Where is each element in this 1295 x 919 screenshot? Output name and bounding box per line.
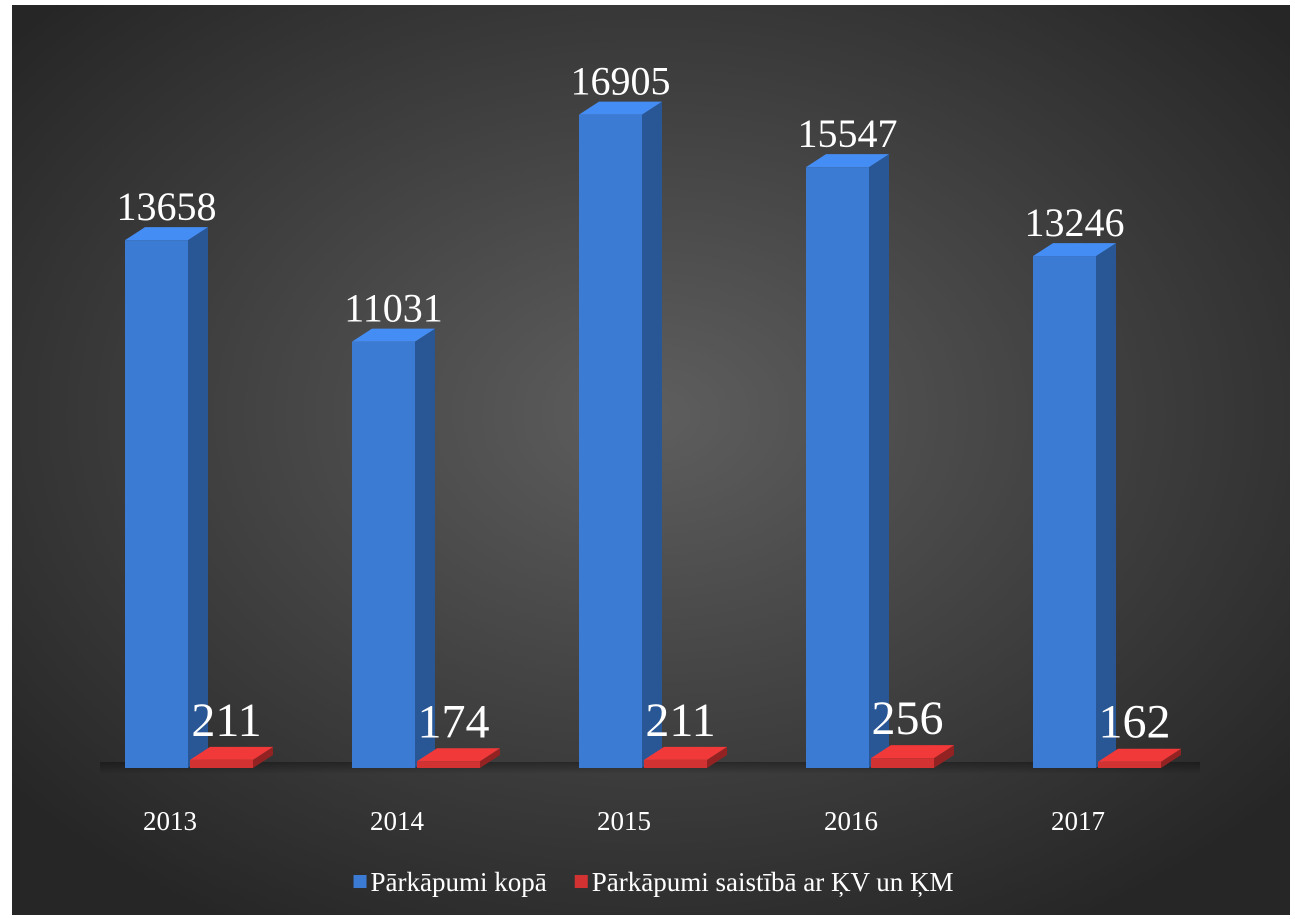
- data-label: 211: [191, 694, 261, 747]
- bar-front: [1033, 256, 1096, 768]
- bar: [417, 748, 500, 768]
- bar-top: [1098, 748, 1181, 762]
- x-tick-label: 2016: [824, 806, 878, 836]
- legend-label: Pārkāpumi kopā: [371, 867, 547, 897]
- bar-top: [1033, 243, 1116, 257]
- bar-top: [579, 101, 662, 115]
- bar-top: [644, 746, 727, 760]
- bar-top: [190, 746, 273, 760]
- bar: [352, 328, 435, 768]
- bar-top: [871, 745, 954, 759]
- data-label: 174: [418, 695, 490, 748]
- bar-side: [642, 101, 662, 769]
- bar-top: [417, 748, 500, 762]
- bar-side: [480, 748, 500, 768]
- data-label: 162: [1099, 696, 1171, 749]
- bar-side: [1161, 748, 1181, 768]
- bar: [806, 154, 889, 768]
- bar: [871, 745, 954, 768]
- bar: [125, 227, 208, 769]
- legend: Pārkāpumi kopā Pārkāpumi saistībā ar ĶV u…: [353, 867, 954, 897]
- x-tick-label: 2015: [597, 806, 651, 836]
- bar: [579, 101, 662, 769]
- bar-top: [352, 328, 435, 342]
- bar-front: [352, 341, 415, 768]
- data-label: 211: [645, 694, 715, 747]
- bar-side: [1096, 243, 1116, 768]
- bar-side: [253, 746, 273, 768]
- bar: [1033, 243, 1116, 768]
- data-label: 13246: [1025, 200, 1125, 245]
- data-label: 16905: [571, 59, 671, 104]
- data-label: 11031: [344, 286, 443, 331]
- bar-side: [869, 154, 889, 768]
- data-label: 13658: [117, 184, 217, 229]
- bar-front: [1098, 761, 1161, 768]
- bar: [644, 746, 727, 768]
- legend-label: Pārkāpumi saistībā ar ĶV un ĶM: [592, 867, 954, 897]
- bar-top: [806, 154, 889, 168]
- bar-front: [417, 761, 480, 768]
- data-label: 15547: [798, 111, 898, 156]
- bar-side: [415, 328, 435, 768]
- bar-top: [125, 227, 208, 241]
- bar-side: [934, 745, 954, 768]
- bar-front: [644, 759, 707, 768]
- bar-front: [579, 114, 642, 769]
- bar: [190, 746, 273, 768]
- bar-front: [871, 758, 934, 768]
- bar-front: [125, 240, 188, 769]
- bar-front: [806, 167, 869, 768]
- bar-side: [707, 746, 727, 768]
- x-tick-label: 2013: [143, 806, 197, 836]
- x-tick-label: 2017: [1051, 806, 1105, 836]
- data-label: 256: [872, 692, 944, 745]
- legend-swatch: [574, 875, 588, 888]
- x-tick-label: 2014: [370, 806, 425, 836]
- legend-swatch: [353, 875, 367, 888]
- bar-side: [188, 227, 208, 769]
- bar: [1098, 748, 1181, 768]
- bar-front: [190, 759, 253, 768]
